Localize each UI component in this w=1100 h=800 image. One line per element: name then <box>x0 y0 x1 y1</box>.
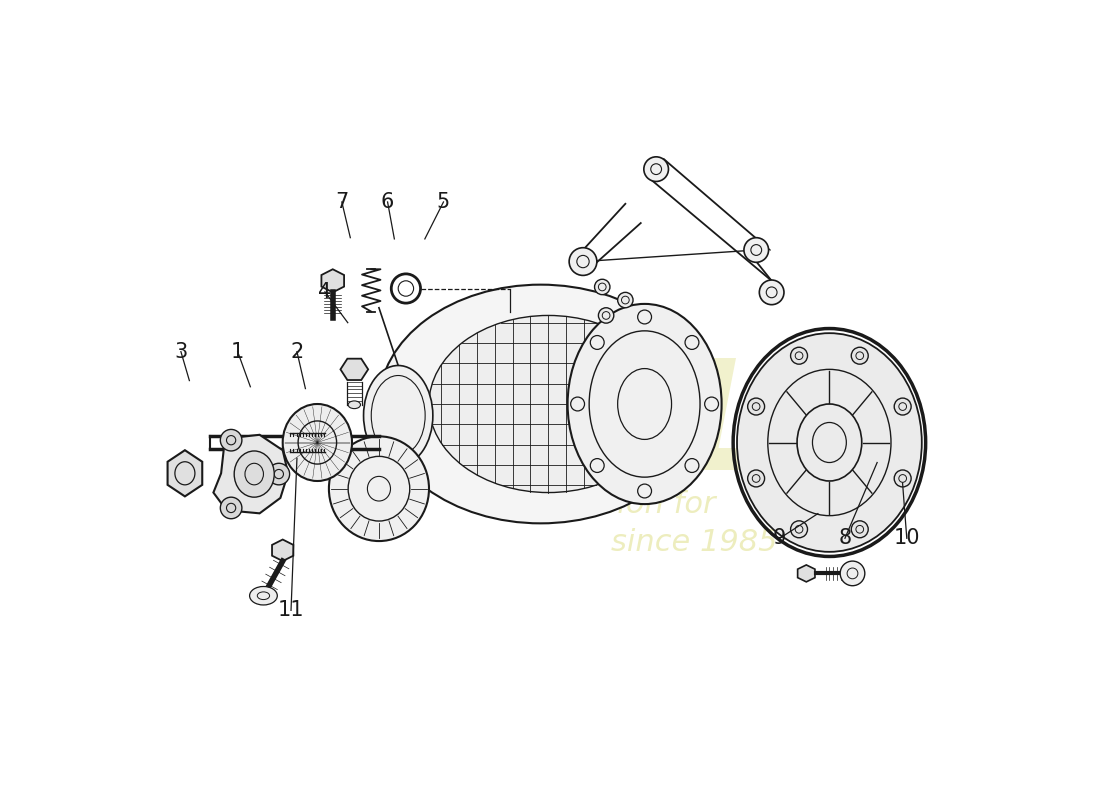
Ellipse shape <box>618 292 634 308</box>
Ellipse shape <box>840 561 865 586</box>
Text: 3: 3 <box>174 342 187 362</box>
Ellipse shape <box>851 521 868 538</box>
Text: 9: 9 <box>773 528 786 548</box>
Polygon shape <box>213 435 288 514</box>
Ellipse shape <box>894 470 911 487</box>
Text: 7: 7 <box>336 192 349 212</box>
Ellipse shape <box>378 285 703 523</box>
Text: 4: 4 <box>318 282 331 302</box>
Text: 5: 5 <box>437 192 450 212</box>
Ellipse shape <box>644 157 669 182</box>
Text: 8: 8 <box>838 528 851 548</box>
Ellipse shape <box>744 238 769 262</box>
Ellipse shape <box>705 397 718 411</box>
Text: 2: 2 <box>290 342 304 362</box>
Text: 10: 10 <box>893 528 920 548</box>
Ellipse shape <box>568 304 722 504</box>
Ellipse shape <box>685 335 698 350</box>
Ellipse shape <box>791 347 807 364</box>
Ellipse shape <box>250 586 277 605</box>
Ellipse shape <box>598 308 614 323</box>
Text: 1: 1 <box>231 342 244 362</box>
Ellipse shape <box>348 401 361 409</box>
Text: a passion for: a passion for <box>519 490 716 518</box>
Ellipse shape <box>268 463 289 485</box>
Polygon shape <box>167 450 202 496</box>
Ellipse shape <box>591 335 604 350</box>
Ellipse shape <box>594 279 609 294</box>
Ellipse shape <box>569 248 597 275</box>
Text: 6: 6 <box>381 192 394 212</box>
Ellipse shape <box>791 521 807 538</box>
Ellipse shape <box>851 347 868 364</box>
Ellipse shape <box>748 470 764 487</box>
Ellipse shape <box>638 310 651 324</box>
Ellipse shape <box>329 436 429 541</box>
Ellipse shape <box>638 484 651 498</box>
Ellipse shape <box>737 333 922 552</box>
Ellipse shape <box>748 398 764 415</box>
Text: EL: EL <box>579 353 780 502</box>
Ellipse shape <box>234 451 274 497</box>
Polygon shape <box>272 539 294 561</box>
Ellipse shape <box>685 458 698 473</box>
Ellipse shape <box>220 497 242 518</box>
Ellipse shape <box>429 315 668 493</box>
Ellipse shape <box>759 280 784 305</box>
Ellipse shape <box>571 397 584 411</box>
Ellipse shape <box>283 404 352 481</box>
Ellipse shape <box>363 366 432 466</box>
Polygon shape <box>341 358 368 380</box>
Ellipse shape <box>220 430 242 451</box>
Text: 11: 11 <box>278 600 305 620</box>
Text: since 1985: since 1985 <box>612 528 778 557</box>
Ellipse shape <box>591 458 604 473</box>
Ellipse shape <box>894 398 911 415</box>
Polygon shape <box>798 565 815 582</box>
Polygon shape <box>321 270 344 292</box>
